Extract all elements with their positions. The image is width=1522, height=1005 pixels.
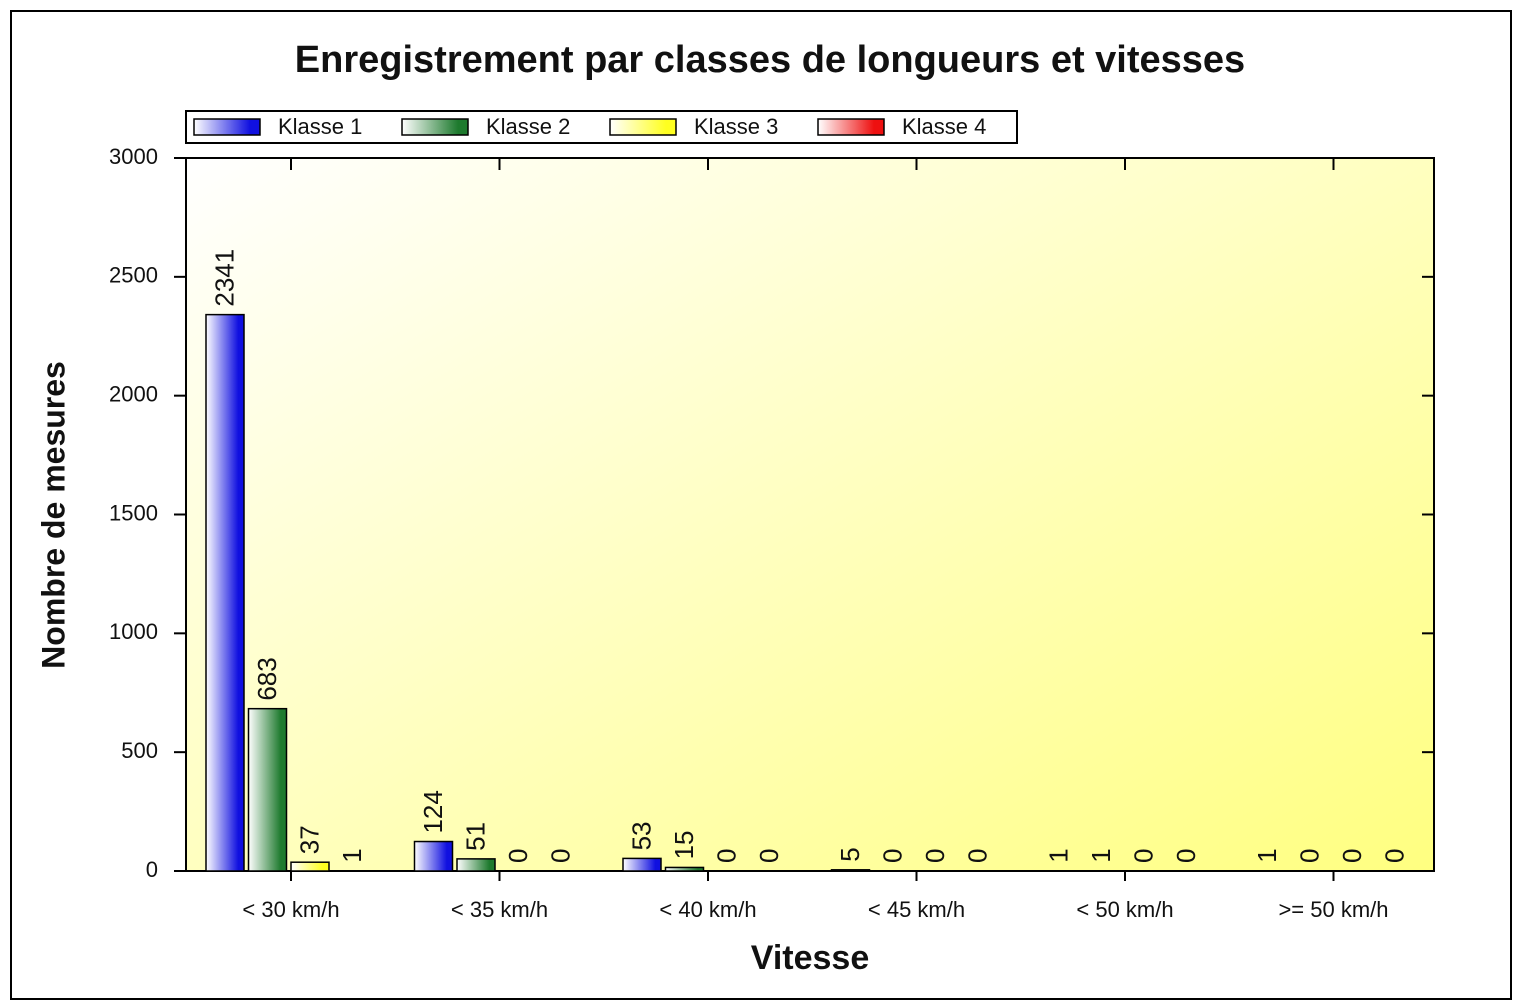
value-label: 0 <box>545 849 575 863</box>
legend-label: Klasse 2 <box>486 114 570 139</box>
value-label: 0 <box>711 849 741 863</box>
value-label: 0 <box>1337 849 1367 863</box>
value-label: 1 <box>1043 848 1073 862</box>
value-label: 0 <box>1171 849 1201 863</box>
y-tick-label: 3000 <box>109 144 158 169</box>
value-label: 15 <box>669 831 699 860</box>
value-label: 53 <box>626 821 656 850</box>
legend-label: Klasse 4 <box>902 114 986 139</box>
value-label: 0 <box>920 849 950 863</box>
bar <box>291 862 329 871</box>
legend-label: Klasse 1 <box>278 114 362 139</box>
value-label: 0 <box>1379 849 1409 863</box>
x-tick-label: < 45 km/h <box>868 897 965 922</box>
legend-swatch <box>402 119 468 135</box>
chart-title: Enregistrement par classes de longueurs … <box>295 39 1245 81</box>
bar <box>457 859 495 871</box>
value-label: 0 <box>503 849 533 863</box>
legend-swatch <box>818 119 884 135</box>
y-tick-label: 1000 <box>109 619 158 644</box>
value-label: 0 <box>877 849 907 863</box>
value-label: 1 <box>1252 848 1282 862</box>
legend-swatch <box>610 119 676 135</box>
y-axis-label: Nombre de mesures <box>35 361 71 669</box>
value-label: 1 <box>337 848 367 862</box>
value-label: 5 <box>835 847 865 861</box>
x-tick-label: < 50 km/h <box>1076 897 1173 922</box>
x-axis-label: Vitesse <box>751 939 869 977</box>
value-label: 37 <box>294 825 324 854</box>
legend-label: Klasse 3 <box>694 114 778 139</box>
bar <box>249 709 287 871</box>
x-tick-label: < 40 km/h <box>659 897 756 922</box>
x-tick-label: >= 50 km/h <box>1278 897 1388 922</box>
value-label: 0 <box>1128 849 1158 863</box>
value-label: 1 <box>1086 848 1116 862</box>
bar <box>623 858 661 871</box>
x-tick-label: < 30 km/h <box>242 897 339 922</box>
y-tick-label: 0 <box>146 857 158 882</box>
value-label: 0 <box>754 849 784 863</box>
bar <box>666 867 704 871</box>
bar <box>832 870 870 871</box>
y-tick-label: 2000 <box>109 381 158 406</box>
plot-area <box>186 158 1434 871</box>
legend-swatch <box>194 119 260 135</box>
x-tick-label: < 35 km/h <box>451 897 548 922</box>
bar <box>206 315 244 871</box>
value-label: 51 <box>460 822 490 851</box>
y-tick-label: 1500 <box>109 500 158 525</box>
bar <box>415 842 453 871</box>
value-label: 0 <box>1294 849 1324 863</box>
value-label: 124 <box>418 790 448 833</box>
y-tick-label: 2500 <box>109 263 158 288</box>
value-label: 0 <box>962 849 992 863</box>
value-label: 683 <box>252 657 282 700</box>
value-label: 2341 <box>209 249 239 307</box>
y-tick-label: 500 <box>121 738 158 763</box>
